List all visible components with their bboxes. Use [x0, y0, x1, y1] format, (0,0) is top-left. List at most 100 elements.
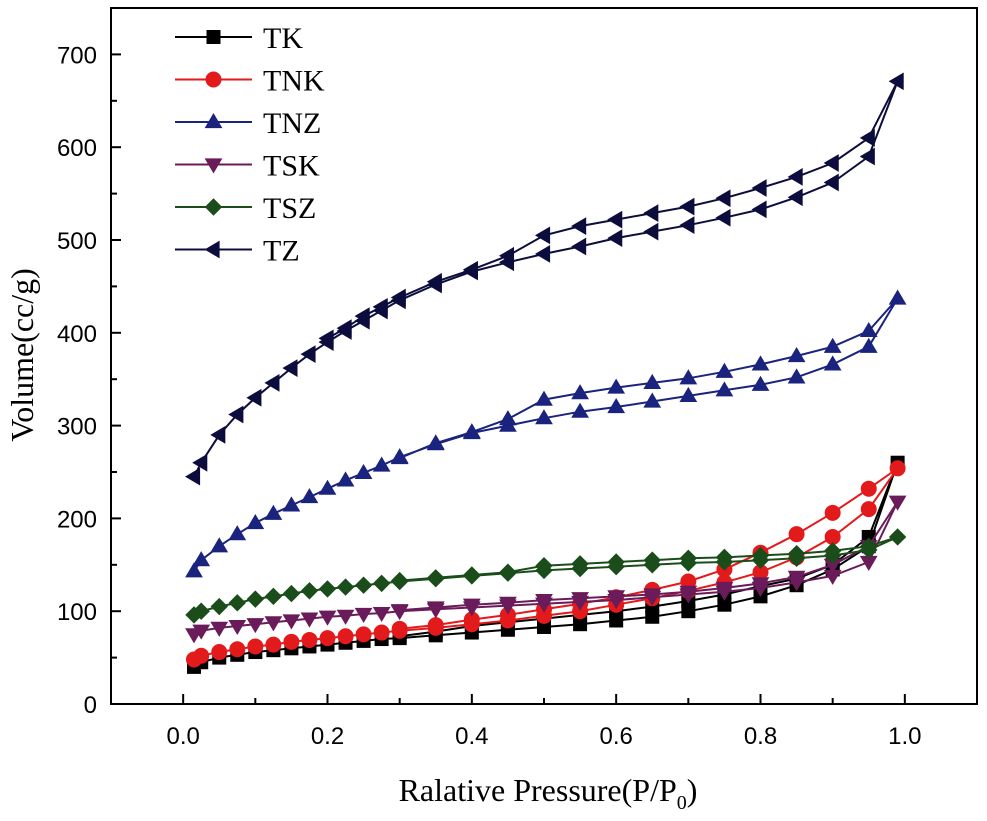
- data-point-tz: [535, 226, 551, 245]
- data-point-tsz: [336, 578, 355, 596]
- data-point-tnz: [859, 321, 878, 338]
- data-point-tnz: [354, 463, 373, 480]
- data-point-tsz: [463, 566, 481, 584]
- data-point-tz: [336, 319, 352, 338]
- data-point-tz: [859, 147, 875, 166]
- data-point-tnz: [571, 402, 589, 418]
- data-point-tnk: [193, 647, 210, 664]
- data-point-tnz: [751, 355, 770, 371]
- data-point-tsk: [499, 596, 517, 612]
- data-point-tsz: [860, 537, 878, 555]
- data-point-tsk: [888, 495, 907, 511]
- data-point-tnz: [185, 562, 203, 578]
- legend-item-tz: TZ: [175, 235, 300, 268]
- data-point-tsz: [679, 549, 698, 568]
- data-point-tnk: [229, 641, 246, 658]
- data-point-tz: [679, 197, 695, 216]
- data-point-tsk: [336, 609, 355, 625]
- data-point-tnz: [787, 347, 806, 363]
- data-point-tnz: [715, 381, 734, 397]
- data-point-tz: [888, 72, 904, 91]
- y-tick-label: 300: [57, 414, 97, 441]
- data-point-tnz: [336, 471, 355, 487]
- data-point-tz: [228, 405, 244, 424]
- data-point-tsk: [787, 570, 806, 586]
- legend-marker: [204, 240, 220, 259]
- data-point-tz: [264, 374, 280, 392]
- data-point-tnz: [462, 423, 481, 439]
- data-point-tsk: [300, 612, 319, 628]
- data-point-tsk: [426, 601, 445, 617]
- data-point-tz: [571, 217, 587, 235]
- data-point-tsz: [192, 602, 210, 620]
- data-point-tnk: [337, 628, 354, 645]
- data-point-tsk: [679, 585, 698, 601]
- data-point-tz: [823, 173, 839, 192]
- series-tnk: [185, 460, 906, 668]
- data-point-tsz: [210, 597, 228, 616]
- data-point-tnz: [372, 456, 391, 472]
- data-point-tsk: [264, 616, 283, 632]
- data-point-tnz: [715, 362, 734, 378]
- data-point-tnz: [679, 386, 698, 403]
- data-point-tnz: [823, 355, 842, 371]
- legend-label: TZ: [263, 235, 300, 268]
- data-point-tz: [715, 189, 731, 208]
- x-tick-label: 1.0: [888, 723, 921, 750]
- data-point-tz: [571, 237, 587, 256]
- data-point-tsk: [372, 606, 391, 623]
- data-point-tsz: [354, 576, 373, 594]
- data-point-tsk: [192, 624, 211, 640]
- data-point-tnk: [301, 631, 318, 648]
- y-tick-label: 100: [57, 599, 97, 626]
- data-point-tz: [192, 453, 208, 472]
- data-point-tz: [372, 297, 388, 316]
- x-axis-title-suffix: ): [687, 772, 698, 808]
- data-point-tsz: [300, 582, 319, 600]
- data-point-tsk: [354, 607, 373, 623]
- data-point-tsk: [210, 621, 229, 637]
- data-point-tnz: [751, 375, 770, 391]
- data-point-tnk: [427, 617, 444, 634]
- data-point-tsz: [390, 571, 409, 590]
- y-tick-label: 400: [57, 321, 97, 348]
- data-point-tsz: [751, 546, 770, 565]
- data-point-tsz: [264, 587, 283, 606]
- data-point-tsz: [823, 542, 842, 560]
- data-point-tnk: [265, 636, 282, 653]
- data-point-tnk: [788, 526, 805, 543]
- series-layer: [185, 72, 907, 674]
- data-point-tnk: [860, 480, 877, 497]
- data-point-tz: [462, 260, 478, 279]
- legend-marker: [204, 198, 223, 216]
- data-point-tnk: [373, 624, 390, 641]
- data-point-tsk: [715, 581, 734, 597]
- data-point-tz: [390, 288, 406, 307]
- data-point-tsz: [228, 594, 246, 612]
- data-point-tsz: [372, 574, 391, 593]
- legend-marker: [206, 30, 221, 44]
- data-point-tnk: [391, 620, 408, 637]
- legend-marker: [204, 158, 223, 174]
- data-point-tz: [535, 245, 551, 263]
- data-point-tnk: [283, 633, 300, 650]
- data-point-tsk: [535, 593, 553, 610]
- legend-marker: [204, 113, 223, 129]
- legend: TK TNK TNZ TSK TSZ TZ: [175, 22, 325, 268]
- legend-item-tsz: TSZ: [175, 192, 316, 225]
- data-point-tnz: [535, 409, 553, 425]
- y-tick-label: 0: [84, 692, 97, 719]
- data-point-tnz: [571, 384, 589, 400]
- data-point-tsz: [427, 569, 445, 587]
- data-point-tsz: [607, 553, 625, 571]
- data-point-tz: [643, 204, 659, 222]
- y-tick-label: 700: [57, 42, 97, 69]
- legend-item-tk: TK: [175, 22, 303, 55]
- data-point-tsz: [535, 557, 553, 575]
- series-tsz: [185, 528, 907, 624]
- data-point-tsk: [462, 598, 481, 614]
- data-point-tz: [751, 179, 767, 197]
- data-point-tnz: [246, 514, 265, 530]
- y-axis-title: Volume(cc/g): [4, 268, 40, 442]
- data-point-tnz: [282, 496, 301, 512]
